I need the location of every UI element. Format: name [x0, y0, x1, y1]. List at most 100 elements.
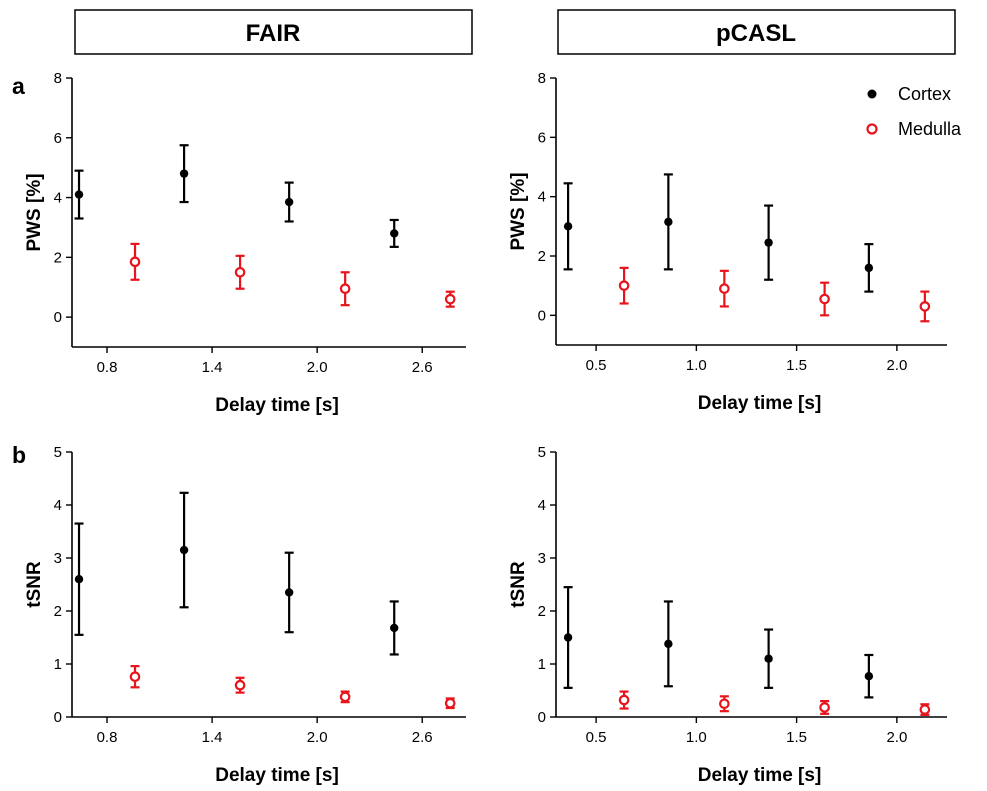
- y-tick-label: 5: [54, 444, 62, 461]
- data-point-medulla: [234, 679, 246, 691]
- x-tick-label: 1.5: [786, 729, 807, 746]
- data-point-cortex: [179, 169, 189, 178]
- data-point-cortex: [284, 197, 294, 207]
- x-tick-label: 0.8: [97, 729, 118, 746]
- data-point-cortex: [764, 654, 773, 663]
- x-tick-label: 1.0: [686, 729, 707, 746]
- y-tick-label: 5: [538, 444, 546, 461]
- header-pcasl-box: [557, 9, 956, 55]
- y-axis-label: PWS [%]: [24, 173, 45, 251]
- series-medulla: [129, 242, 456, 308]
- x-tick-label: 0.8: [97, 359, 118, 376]
- data-point-cortex: [764, 238, 773, 247]
- x-tick-label: 2.6: [412, 729, 433, 746]
- data-point-cortex: [563, 222, 573, 231]
- data-point-cortex: [563, 633, 573, 642]
- y-tick-label: 2: [54, 603, 62, 620]
- y-tick-label: 3: [54, 550, 62, 567]
- x-axis-label: Delay time [s]: [215, 395, 339, 416]
- header-fair: FAIR: [74, 9, 473, 55]
- data-point-cortex: [390, 623, 399, 633]
- data-point-medulla: [919, 301, 931, 312]
- y-axis-label: tSNR: [24, 561, 45, 608]
- data-point-medulla: [234, 266, 246, 278]
- data-point-medulla: [444, 293, 456, 305]
- data-point-medulla: [819, 702, 830, 713]
- chart-pcasl-tsnr: 0 1 2 3 4 5 0.5 1.0 1.5 2.0 Delay time [s] tSNR: [508, 444, 947, 786]
- x-tick-label: 2.0: [307, 359, 328, 376]
- data-point-medulla: [444, 697, 456, 709]
- y-tick-label: 0: [54, 709, 62, 726]
- chart-fair-pws: 0 2 4 6 8 0.8 1.4 2.0 2.6 Delay time [s] PWS [%]: [24, 70, 466, 416]
- series-cortex: [74, 144, 399, 248]
- series-cortex: [563, 586, 874, 699]
- series-medulla: [129, 665, 456, 710]
- y-tick-label: 6: [538, 129, 546, 146]
- data-point-medulla: [719, 698, 730, 710]
- data-point-medulla: [618, 280, 630, 291]
- y-tick-label: 4: [54, 497, 62, 514]
- data-point-medulla: [339, 691, 351, 703]
- data-point-cortex: [284, 588, 294, 597]
- header-fair-box: [74, 9, 473, 55]
- x-axis-label: Delay time [s]: [698, 765, 822, 786]
- data-point-cortex: [864, 263, 874, 273]
- x-tick-label: 0.5: [586, 357, 607, 374]
- y-tick-label: 8: [54, 70, 62, 87]
- y-tick-label: 0: [54, 309, 62, 326]
- series-medulla: [618, 690, 931, 716]
- legend-medulla-label: Medulla: [898, 119, 962, 139]
- y-tick-label: 4: [54, 190, 62, 207]
- y-tick-label: 4: [538, 497, 546, 514]
- y-tick-label: 4: [538, 189, 546, 206]
- data-point-cortex: [179, 545, 189, 555]
- data-point-medulla: [819, 293, 830, 305]
- x-axis-label: Delay time [s]: [698, 393, 822, 414]
- data-point-medulla: [618, 694, 630, 706]
- series-medulla: [618, 266, 931, 323]
- legend-cortex-label: Cortex: [898, 84, 951, 104]
- series-cortex: [563, 173, 874, 293]
- legend: Cortex Medulla: [866, 84, 962, 139]
- data-point-medulla: [339, 283, 351, 295]
- series-cortex: [74, 491, 399, 656]
- chart-fair-tsnr: 0 1 2 3 4 5 0.8 1.4 2.0 2.6 Delay time [s] tSNR: [24, 444, 466, 786]
- header-fair-label: FAIR: [246, 20, 301, 47]
- y-axis-label: PWS [%]: [508, 172, 529, 250]
- chart-pcasl-pws: 0 2 4 6 8 0.5 1.0 1.5 2.0 Delay time [s] PWS [%]: [508, 70, 947, 414]
- x-axis-label: Delay time [s]: [215, 765, 339, 786]
- panel-label-a: a: [12, 73, 25, 99]
- x-tick-label: 1.5: [786, 357, 807, 374]
- x-tick-label: 1.4: [202, 359, 223, 376]
- data-point-medulla: [919, 704, 931, 715]
- y-tick-label: 2: [54, 249, 62, 266]
- y-tick-label: 8: [538, 70, 546, 87]
- data-point-cortex: [664, 217, 673, 227]
- legend-medulla-marker: [866, 123, 878, 135]
- y-tick-label: 0: [538, 709, 546, 726]
- x-tick-label: 2.0: [886, 729, 907, 746]
- data-point-cortex: [664, 639, 673, 649]
- y-tick-label: 3: [538, 550, 546, 567]
- x-tick-label: 2.0: [886, 357, 907, 374]
- data-point-medulla: [719, 283, 730, 294]
- data-point-cortex: [74, 190, 84, 199]
- header-pcasl-label: pCASL: [716, 20, 796, 47]
- x-tick-label: 0.5: [586, 729, 607, 746]
- data-point-medulla: [129, 671, 141, 683]
- x-tick-label: 2.6: [412, 359, 433, 376]
- y-tick-label: 0: [538, 307, 546, 324]
- y-tick-label: 2: [538, 603, 546, 620]
- data-point-medulla: [129, 256, 141, 268]
- x-tick-label: 1.0: [686, 357, 707, 374]
- legend-cortex-marker: [867, 89, 877, 99]
- data-point-cortex: [74, 575, 84, 584]
- header-pcasl: pCASL: [557, 9, 956, 55]
- y-tick-label: 6: [54, 130, 62, 147]
- y-tick-label: 1: [54, 656, 62, 673]
- y-axis-label: tSNR: [508, 561, 529, 608]
- data-point-cortex: [864, 671, 874, 681]
- x-tick-label: 1.4: [202, 729, 223, 746]
- y-tick-label: 1: [538, 656, 546, 673]
